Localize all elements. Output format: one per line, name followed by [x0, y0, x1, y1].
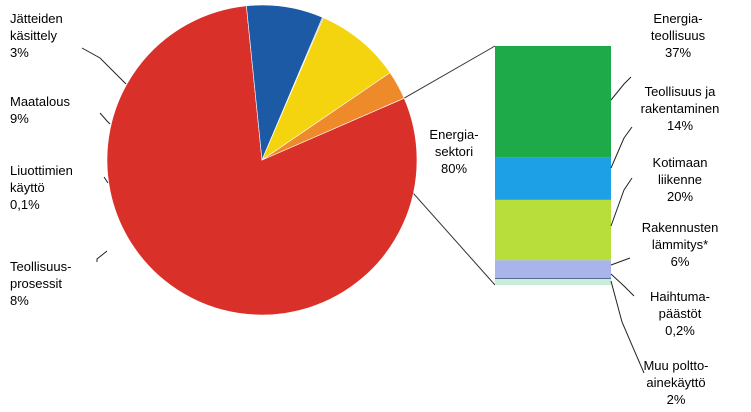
bar-segment-rakennusten-lammitys [495, 260, 611, 279]
leader-liuottimien-kaytto [103, 176, 109, 184]
bar-label-rakennusten-lammitys-line: Rakennusten [642, 220, 719, 235]
pie-slice-maatalous [261, 17, 391, 161]
pie-slice-energiasektori [106, 5, 418, 316]
bar-label-haihtumapaastot-line: päästöt [659, 306, 702, 321]
bar-label-kotimaan-liikenne-line: 20% [667, 189, 693, 204]
bar-label-kotimaan-liikenne-line: liikenne [658, 172, 702, 187]
bar-label-rakennusten-lammitys-line: lämmitys* [652, 237, 708, 252]
bar-segment-energiateollisuus [495, 46, 611, 158]
leader-teollisuus-ja-rakentaminen [610, 126, 633, 169]
leader-kotimaan-liikenne [610, 177, 633, 227]
bar-label-kotimaan-liikenne: Kotimaan liikenne 20% [653, 155, 708, 204]
pie-label-teollisuusprosessit-line: prosessit [10, 276, 62, 291]
leader-jatteiden-kasittely [81, 47, 127, 85]
stacked-bar [495, 46, 611, 285]
pie-label-liuottimien-kaytto: Liuottimien käyttö 0,1% [10, 163, 73, 212]
pie-label-liuottimien-kaytto-line: Liuottimien [10, 163, 73, 178]
leader-teollisuusprosessit [96, 250, 108, 262]
pie-label-energiasektori-line: 80% [441, 161, 467, 176]
bar-label-haihtumapaastot-line: Haihtuma- [650, 289, 710, 304]
bar-label-haihtumapaastot: Haihtuma-päästöt 0,2% [650, 289, 710, 338]
bar-segment-teollisuus-ja-rakentaminen [495, 157, 611, 200]
bar-label-kotimaan-liikenne-line: Kotimaan [653, 155, 708, 170]
bar-label-energiateollisuus-line: 37% [665, 45, 691, 60]
pie-label-energiasektori-line: Energia- [429, 127, 478, 142]
bar-label-muu-polttoainekaytto-line: ainekäyttö [646, 375, 705, 390]
connector-top [403, 45, 496, 99]
bar-label-haihtumapaastot-line: 0,2% [665, 323, 695, 338]
bar-label-muu-polttoainekaytto-line: Muu poltto- [643, 358, 708, 373]
bar-label-rakennusten-lammitys-line: 6% [671, 254, 690, 269]
bar-segment-muu-polttoainekaytto [495, 278, 611, 285]
bar-segment-kotimaan-liikenne [495, 199, 611, 261]
leader-maatalous [99, 112, 111, 125]
leader-rakennusten-lammitys [610, 257, 631, 266]
bar-label-energiateollisuus: Energia-teollisuus 37% [651, 11, 706, 60]
bar-label-energiateollisuus-line: Energia- [653, 11, 702, 26]
bar-label-teollisuus-ja-rakentaminen-line: Teollisuus ja [645, 84, 717, 99]
pie-label-teollisuusprosessit: Teollisuus-prosessit 8% [10, 259, 71, 308]
leader-energiateollisuus [610, 76, 632, 101]
chart-labels: Energia-sektori 80% Teollisuus-prosessit 8%… [10, 11, 719, 407]
bar-label-energiateollisuus-line: teollisuus [651, 28, 706, 43]
pie-label-teollisuusprosessit-line: 8% [10, 293, 29, 308]
pie-label-teollisuusprosessit-line: Teollisuus- [10, 259, 71, 274]
bar-label-teollisuus-ja-rakentaminen-line: rakentaminen [641, 101, 720, 116]
pie-label-maatalous-line: Maatalous [10, 94, 70, 109]
pie-chart [106, 4, 418, 316]
pie-slice-jatteiden-kasittely [261, 72, 405, 161]
pie-label-jatteiden-kasittely-line: 3% [10, 45, 29, 60]
pie-label-energiasektori-line: sektori [435, 144, 473, 159]
pie-label-jatteiden-kasittely: Jätteiden käsittely 3% [10, 11, 63, 60]
bar-label-muu-polttoainekaytto: Muu poltto-ainekäyttö 2% [643, 358, 708, 407]
bar-label-muu-polttoainekaytto-line: 2% [667, 392, 686, 407]
bar-label-rakennusten-lammitys: Rakennusten lämmitys* 6% [642, 220, 719, 269]
pie-label-maatalous: Maatalous 9% [10, 94, 70, 126]
leader-lines [81, 47, 645, 374]
bar-label-teollisuus-ja-rakentaminen: Teollisuus ja rakentaminen 14% [641, 84, 720, 133]
pie-label-maatalous-line: 9% [10, 111, 29, 126]
bar-label-teollisuus-ja-rakentaminen-line: 14% [667, 118, 693, 133]
pie-label-liuottimien-kaytto-line: 0,1% [10, 197, 40, 212]
leader-muu-polttoainekaytto [610, 280, 645, 374]
pie-label-energiasektori: Energia-sektori 80% [429, 127, 478, 176]
pie-label-jatteiden-kasittely-line: käsittely [10, 28, 57, 43]
pie-label-jatteiden-kasittely-line: Jätteiden [10, 11, 63, 26]
leader-haihtumapaastot [610, 273, 635, 297]
pie-label-liuottimien-kaytto-line: käyttö [10, 180, 45, 195]
